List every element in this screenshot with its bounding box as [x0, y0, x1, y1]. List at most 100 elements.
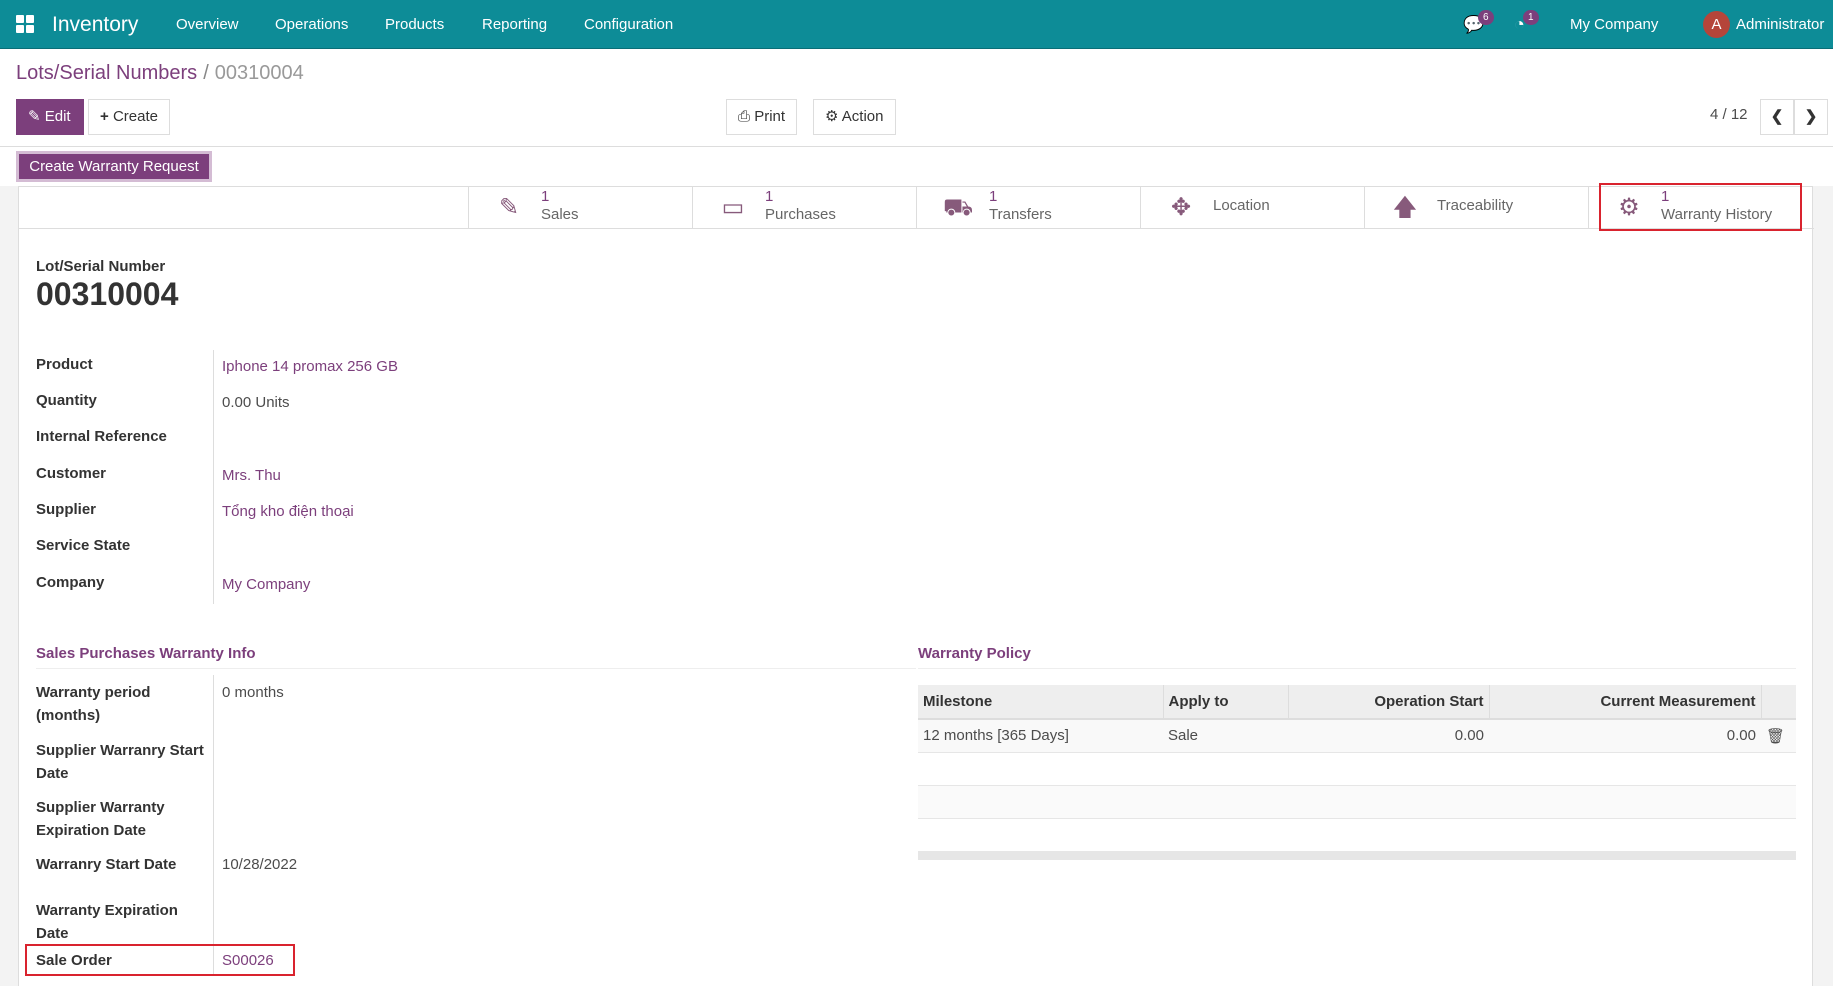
- pager-next-button[interactable]: ❯: [1794, 99, 1828, 135]
- create-button[interactable]: + Create: [88, 99, 170, 135]
- edit-label: Edit: [44, 108, 71, 125]
- edit-button[interactable]: ✎ Edit: [16, 99, 84, 135]
- empty-row: [918, 785, 1796, 819]
- transfers-count: 1: [989, 188, 998, 205]
- breadcrumb-separator: /: [203, 62, 209, 84]
- activity-clock-icon[interactable]: ◔: [1514, 14, 1525, 34]
- menu-operations[interactable]: Operations: [275, 16, 349, 33]
- field-separator: [213, 350, 214, 604]
- column-operation-start[interactable]: Operation Start: [1287, 685, 1489, 720]
- sale-order-field[interactable]: S00026: [222, 952, 274, 969]
- cell-current-measurement: 0.00: [1489, 719, 1761, 753]
- trash-icon[interactable]: 🗑: [1761, 719, 1796, 753]
- location-smart-button[interactable]: ✥ Location: [1140, 187, 1364, 229]
- divider: [0, 146, 1833, 147]
- arrow-up-icon: 🡅: [1392, 194, 1418, 221]
- customer-field[interactable]: Mrs. Thu: [222, 467, 281, 484]
- product-field[interactable]: Iphone 14 promax 256 GB: [222, 358, 398, 375]
- quantity-field[interactable]: 0.00 Units: [222, 394, 290, 411]
- warranty-history-smart-button[interactable]: ⚙ 1 Warranty History: [1588, 187, 1812, 229]
- column-current-measurement[interactable]: Current Measurement: [1488, 685, 1761, 720]
- action-label: Action: [841, 108, 884, 125]
- location-label: Location: [1213, 197, 1270, 214]
- avatar[interactable]: A: [1703, 11, 1730, 38]
- traceability-smart-button[interactable]: 🡅 Traceability: [1364, 187, 1588, 229]
- cell-milestone: 12 months [365 Days]: [918, 719, 1163, 753]
- empty-row: [918, 818, 1796, 852]
- highlight-box: [25, 944, 295, 976]
- column-actions: [1760, 685, 1796, 720]
- background-left: [0, 186, 18, 986]
- form-sheet: ✎ 1 Sales ▭ 1 Purchases ⛟ 1 Transfers ✥ Locatio…: [18, 183, 1814, 986]
- gear-icon: ⚙: [825, 108, 839, 125]
- warranry-start-date-label: Warranry Start Date: [36, 856, 177, 873]
- truck-icon: ⛟: [943, 194, 974, 221]
- menu-products[interactable]: Products: [385, 16, 445, 33]
- internal-reference-label: Internal Reference: [36, 428, 167, 445]
- warranty-info-section-title: Sales Purchases Warranty Info: [36, 645, 916, 669]
- purchases-count: 1: [765, 188, 774, 205]
- pager-value[interactable]: 4 / 12: [1710, 106, 1748, 123]
- transfers-label: Transfers: [989, 206, 1052, 223]
- create-warranty-request-button[interactable]: Create Warranty Request: [16, 151, 212, 182]
- background-right: [1813, 186, 1833, 986]
- sales-smart-button[interactable]: ✎ 1 Sales: [468, 187, 692, 229]
- field-separator: [213, 675, 214, 975]
- sales-label: Sales: [541, 206, 579, 223]
- warranty-history-label: Warranty History: [1661, 206, 1773, 223]
- chevron-left-icon: ❮: [1770, 108, 1784, 125]
- sale-order-label: Sale Order: [36, 952, 112, 969]
- activities-badge: 1: [1523, 10, 1539, 25]
- smart-buttons: ✎ 1 Sales ▭ 1 Purchases ⛟ 1 Transfers ✥ Locatio…: [19, 187, 1814, 229]
- apps-menu-icon[interactable]: [16, 15, 34, 33]
- warranry-start-date-field[interactable]: 10/28/2022: [222, 856, 298, 873]
- arrows-icon: ✥: [1170, 194, 1192, 221]
- table-footer: [918, 852, 1796, 860]
- supplier-label: Supplier: [36, 501, 97, 518]
- supplier-warranry-start-date-label: Supplier Warranry Start Date: [36, 742, 204, 782]
- sales-count: 1: [541, 188, 550, 205]
- messages-badge: 6: [1478, 10, 1494, 25]
- breadcrumb: Lots/Serial Numbers/00310004: [16, 62, 304, 85]
- transfers-smart-button[interactable]: ⛟ 1 Transfers: [916, 187, 1140, 229]
- pager-previous-button[interactable]: ❮: [1760, 99, 1794, 135]
- supplier-warranty-expiration-date-label: Supplier Warranty Expiration Date: [36, 799, 165, 839]
- warranty-period-months-field[interactable]: 0 months: [222, 684, 284, 701]
- pencil-icon: ✎: [28, 108, 41, 125]
- company-label: Company: [36, 574, 105, 591]
- warranty-policy-section-title: Warranty Policy: [918, 645, 1796, 669]
- print-button[interactable]: ⎙ Print: [726, 99, 798, 135]
- empty-row: [918, 752, 1796, 786]
- gears-icon: ⚙: [1618, 194, 1640, 221]
- pencil-square-icon: ✎: [498, 194, 520, 221]
- column-apply-to[interactable]: Apply to: [1162, 685, 1288, 720]
- messages-icon[interactable]: 💬: [1463, 15, 1485, 34]
- service-state-label: Service State: [36, 537, 131, 554]
- breadcrumb-parent[interactable]: Lots/Serial Numbers: [16, 62, 198, 84]
- menu-overview[interactable]: Overview: [176, 16, 239, 33]
- purchases-label: Purchases: [765, 206, 836, 223]
- print-label: Print: [754, 108, 786, 125]
- menu-reporting[interactable]: Reporting: [482, 16, 548, 33]
- cell-operation-start: 0.00: [1288, 719, 1489, 753]
- supplier-field[interactable]: Tổng kho điện thoại: [222, 503, 354, 520]
- chevron-right-icon: ❯: [1804, 108, 1818, 125]
- plus-icon: +: [100, 108, 109, 125]
- company-switcher[interactable]: My Company: [1570, 16, 1659, 33]
- menu-configuration[interactable]: Configuration: [584, 16, 674, 33]
- table-row[interactable]: 12 months [365 Days] Sale 0.00 0.00 🗑: [918, 719, 1796, 753]
- app-name[interactable]: Inventory: [52, 13, 139, 36]
- cell-apply-to: Sale: [1163, 719, 1288, 753]
- warranty-history-count: 1: [1661, 188, 1670, 205]
- print-icon: ⎙: [738, 108, 751, 125]
- purchases-smart-button[interactable]: ▭ 1 Purchases: [692, 187, 916, 229]
- customer-label: Customer: [36, 465, 107, 482]
- top-navbar: Inventory Overview Operations Products R…: [0, 0, 1833, 49]
- company-field[interactable]: My Company: [222, 576, 311, 593]
- warranty-policy-table: Milestone Apply to Operation Start Curre…: [918, 685, 1796, 852]
- breadcrumb-current: 00310004: [214, 62, 304, 84]
- column-milestone[interactable]: Milestone: [918, 685, 1163, 720]
- credit-card-icon: ▭: [721, 194, 745, 221]
- action-button[interactable]: ⚙ Action: [813, 99, 896, 135]
- user-menu[interactable]: Administrator: [1736, 16, 1825, 33]
